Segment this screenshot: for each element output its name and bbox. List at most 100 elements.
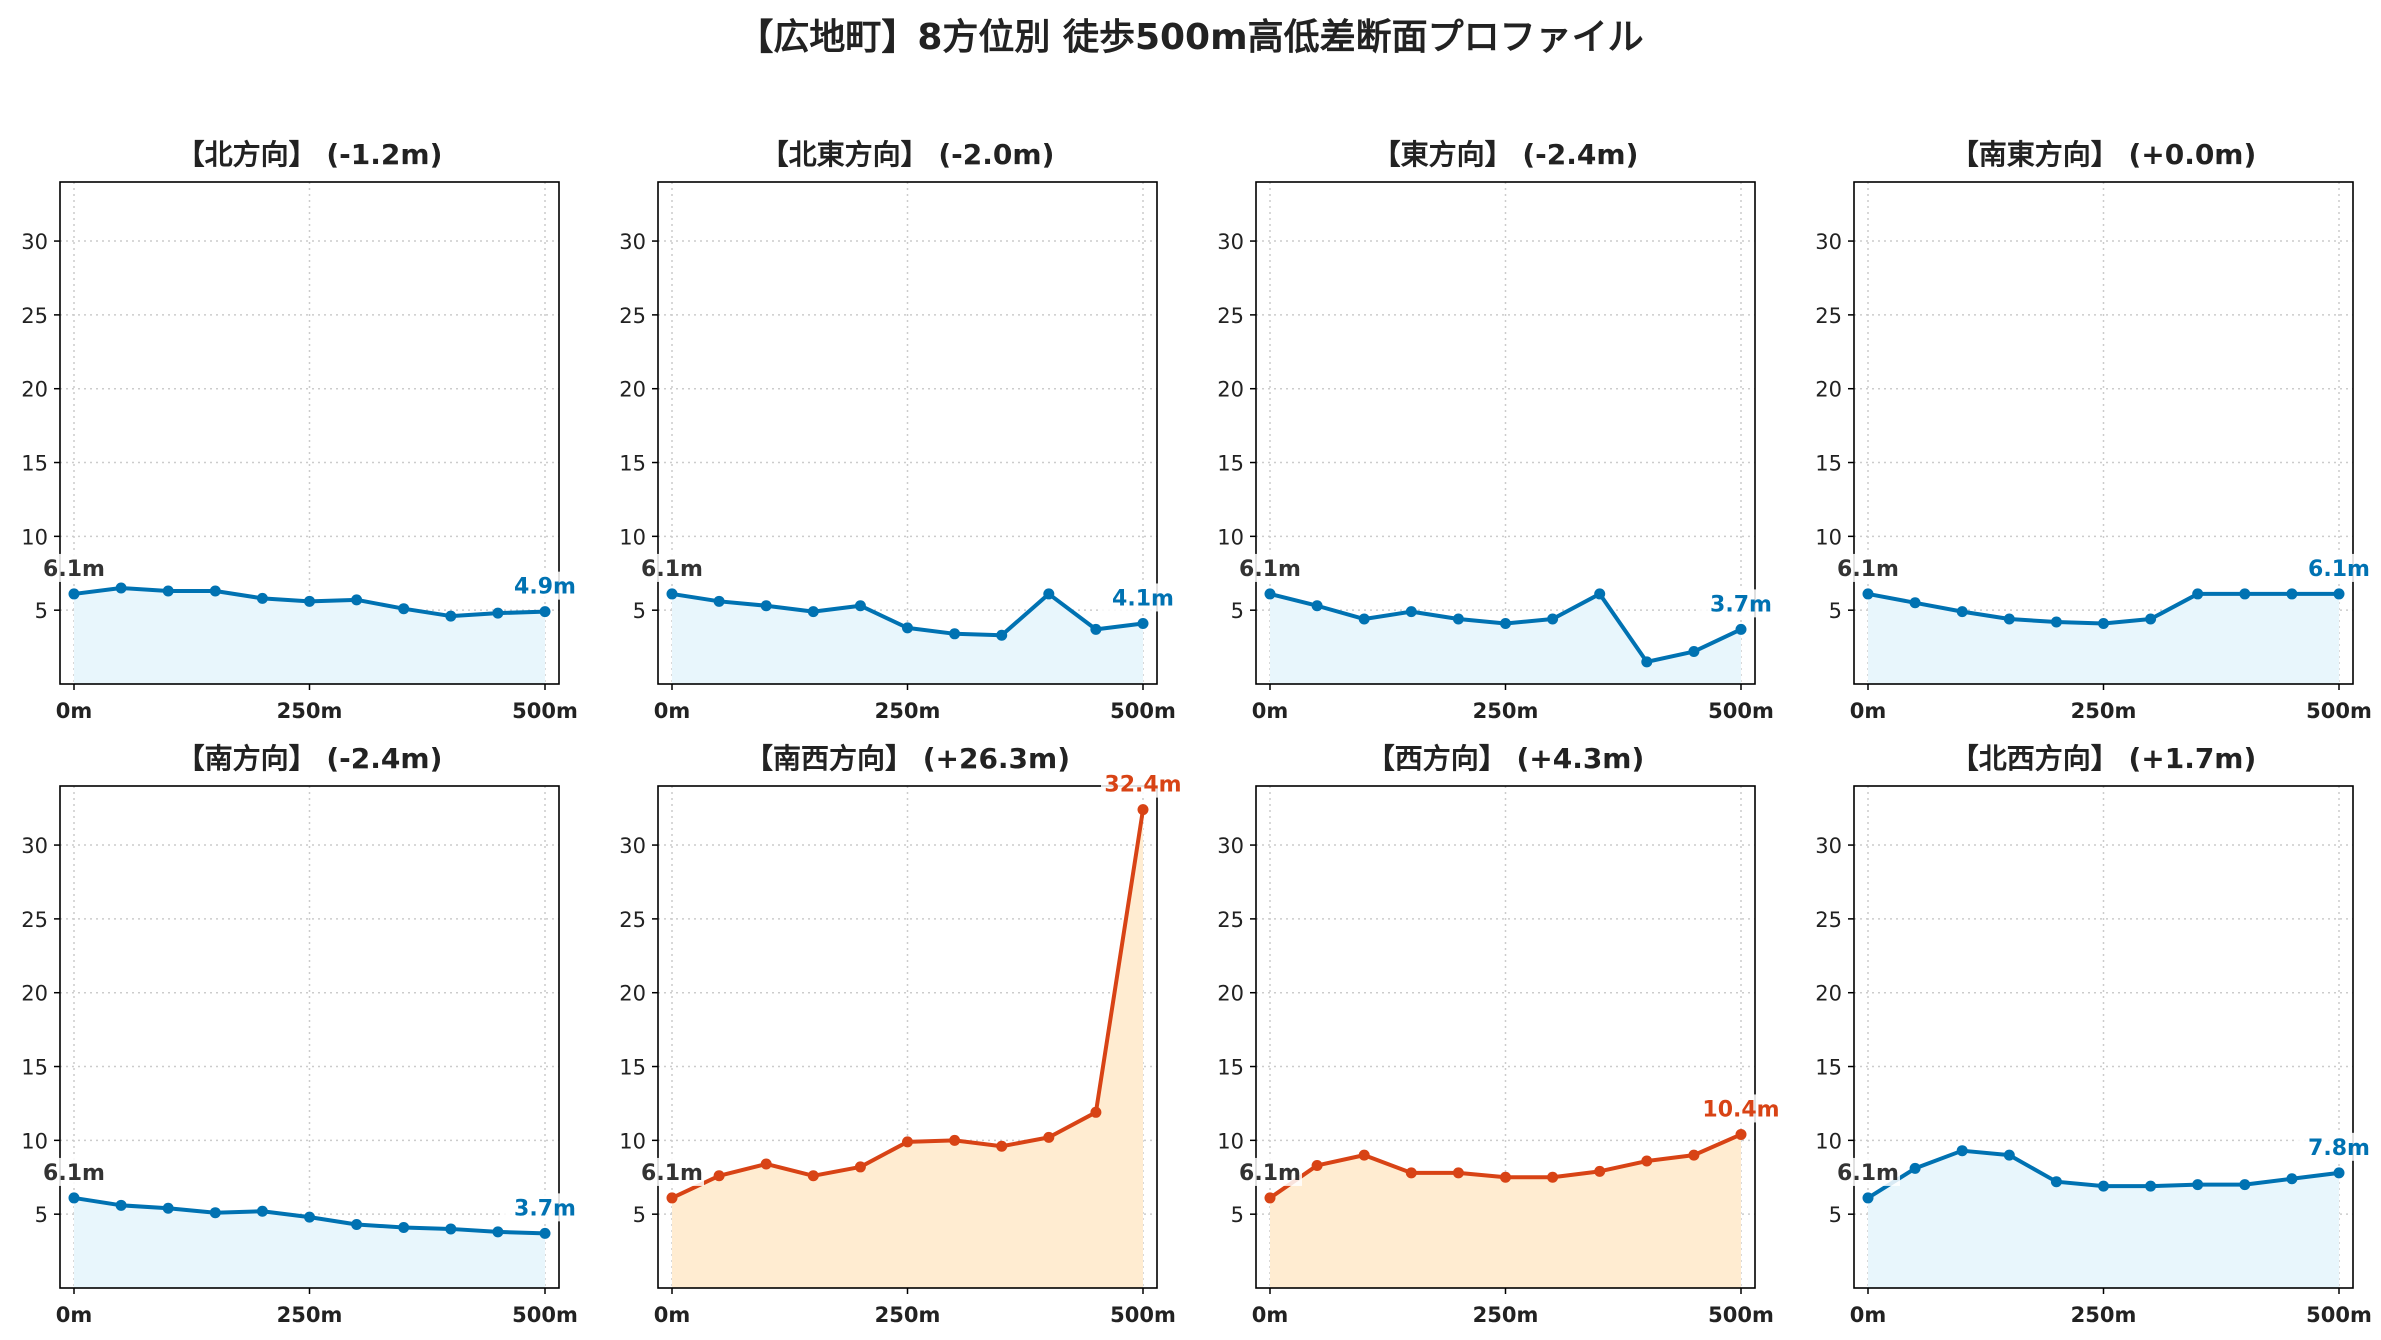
y-tick-label: 25 [1217, 908, 1244, 932]
y-tick-label: 20 [619, 378, 646, 402]
start-label-bg [636, 1157, 704, 1186]
y-tick-label: 10 [21, 525, 48, 549]
data-point [1043, 588, 1055, 600]
data-point [1688, 646, 1700, 658]
x-tick-label: 250m [1473, 699, 1539, 723]
data-point [539, 1227, 551, 1239]
start-value-label: 6.1m [1239, 1161, 1301, 1186]
data-point [1956, 1145, 1968, 1157]
y-tick-label: 10 [619, 1129, 646, 1153]
y-tick-label: 5 [1231, 1203, 1244, 1227]
x-tick-label: 0m [56, 1303, 93, 1327]
data-point [1862, 588, 1874, 600]
x-tick-label: 500m [1708, 699, 1774, 723]
data-point [2145, 613, 2157, 625]
end-label-bg [2297, 1132, 2381, 1161]
start-value-label: 6.1m [43, 557, 105, 582]
data-point [351, 594, 363, 606]
data-point [1311, 1159, 1323, 1171]
data-point [854, 600, 866, 612]
y-tick-label: 30 [21, 230, 48, 254]
data-point [351, 1219, 363, 1231]
data-point [1137, 804, 1149, 816]
data-point [902, 1136, 913, 1148]
y-tick-label: 10 [21, 1129, 48, 1153]
chart-title: 【北東方向】 (-2.0m) [761, 138, 1055, 171]
y-tick-label: 5 [1829, 599, 1842, 623]
data-point [666, 588, 678, 600]
y-tick-label: 25 [21, 908, 48, 932]
data-point [2098, 617, 2109, 629]
chart-title: 【南方向】 (-2.4m) [177, 742, 443, 775]
end-label-bg [1699, 589, 1783, 618]
data-point [445, 1223, 457, 1235]
y-tick-label: 10 [1217, 525, 1244, 549]
data-point [760, 600, 772, 612]
chart-title: 【南東方向】 (+0.0m) [1951, 138, 2257, 171]
data-point [713, 595, 725, 607]
data-point [1090, 1106, 1102, 1118]
data-point [2098, 1180, 2109, 1192]
data-point [1452, 1167, 1464, 1179]
data-point [2192, 1179, 2204, 1191]
data-point [2239, 1179, 2251, 1191]
data-point [1264, 588, 1276, 600]
chart-panel-6: 【南西方向】 (+26.3m) 5 10 15 20 25 30 0m 250m 500m 6.1m… [619, 742, 1185, 1327]
x-tick-label: 0m [1252, 699, 1289, 723]
y-tick-label: 10 [1815, 525, 1842, 549]
x-tick-label: 250m [1473, 1303, 1539, 1327]
profile-area [1270, 593, 1741, 684]
x-tick-label: 0m [1850, 1303, 1887, 1327]
end-label-bg [503, 571, 587, 600]
x-tick-label: 500m [512, 1303, 578, 1327]
y-tick-label: 5 [1231, 599, 1244, 623]
profile-area [672, 809, 1143, 1288]
y-tick-label: 15 [619, 1056, 646, 1080]
data-point [256, 1205, 268, 1217]
chart-panel-2: 【北東方向】 (-2.0m) 5 10 15 20 25 30 0m 250m 500m 6.1m 4… [619, 138, 1185, 723]
data-point [2145, 1180, 2157, 1192]
y-tick-label: 15 [21, 452, 48, 476]
y-tick-label: 30 [1815, 230, 1842, 254]
y-tick-label: 5 [633, 1203, 646, 1227]
data-point [760, 1158, 772, 1170]
data-point [1137, 617, 1149, 629]
data-point [807, 1170, 819, 1182]
data-point [162, 1202, 174, 1214]
y-tick-label: 15 [1217, 452, 1244, 476]
end-label-bg [1101, 583, 1185, 612]
y-tick-label: 15 [1217, 1056, 1244, 1080]
start-value-label: 6.1m [1239, 557, 1301, 582]
data-point [304, 1211, 315, 1223]
profile-area [74, 588, 545, 684]
y-tick-label: 10 [1815, 1129, 1842, 1153]
x-tick-label: 500m [1110, 1303, 1176, 1327]
y-tick-label: 5 [35, 1203, 48, 1227]
start-value-label: 6.1m [43, 1161, 105, 1186]
start-value-label: 6.1m [1837, 1161, 1899, 1186]
y-tick-label: 15 [1815, 452, 1842, 476]
data-point [2003, 1149, 2015, 1161]
y-tick-label: 25 [21, 304, 48, 328]
data-point [1735, 623, 1747, 635]
x-tick-label: 500m [512, 699, 578, 723]
y-tick-label: 30 [619, 834, 646, 858]
data-point [1043, 1131, 1055, 1143]
end-value-label: 6.1m [2308, 557, 2370, 582]
chart-title: 【南西方向】 (+26.3m) [745, 742, 1070, 775]
data-point [2192, 588, 2204, 600]
data-point [1547, 1171, 1559, 1183]
y-tick-label: 5 [35, 599, 48, 623]
data-point [1909, 597, 1921, 609]
data-point [1641, 656, 1653, 668]
start-label-bg [38, 1157, 106, 1186]
end-value-label: 3.7m [514, 1196, 576, 1221]
start-value-label: 6.1m [641, 557, 703, 582]
x-tick-label: 250m [277, 1303, 343, 1327]
data-point [2050, 1176, 2062, 1188]
y-tick-label: 10 [1217, 1129, 1244, 1153]
data-point [1735, 1128, 1747, 1140]
end-value-label: 32.4m [1104, 773, 1181, 798]
data-point [807, 606, 819, 618]
